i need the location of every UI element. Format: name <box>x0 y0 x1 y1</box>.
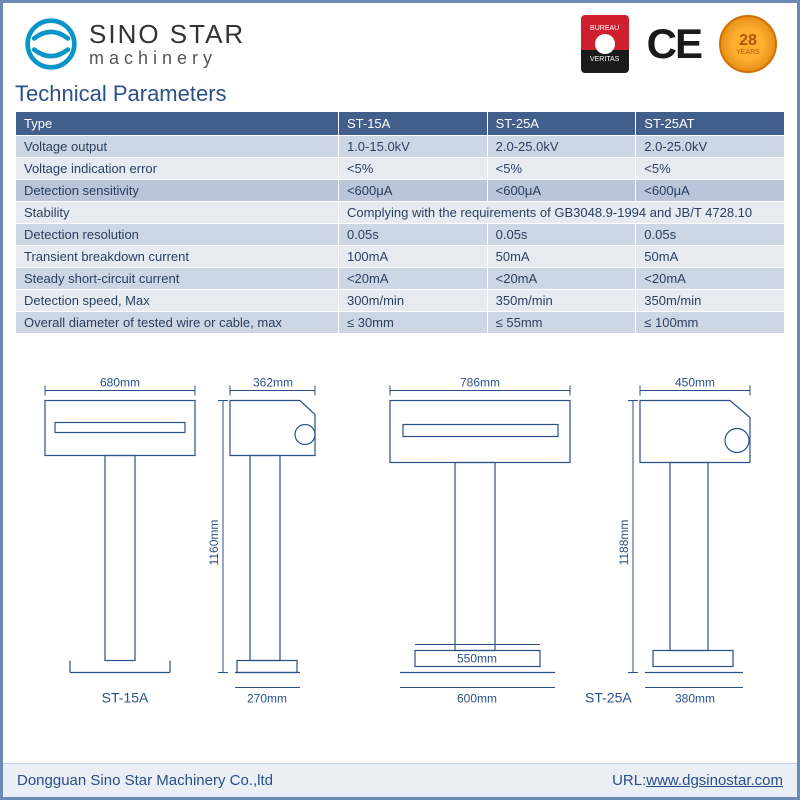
col-type: Type <box>16 112 339 136</box>
row-value: <20mA <box>487 268 636 290</box>
dim-270: 270mm <box>247 692 287 706</box>
row-label: Stability <box>16 202 339 224</box>
row-value: <600μA <box>636 180 785 202</box>
table-row: Overall diameter of tested wire or cable… <box>16 312 785 334</box>
table-row: Transient breakdown current100mA50mA50mA <box>16 246 785 268</box>
row-value: 0.05s <box>636 224 785 246</box>
ce-mark-icon: CE <box>647 20 701 68</box>
datasheet-page: SINO STAR machinery BUREAU VERITAS CE 28… <box>0 0 800 800</box>
row-value: <600μA <box>487 180 636 202</box>
brand-logo-icon <box>23 16 79 72</box>
table-header-row: Type ST-15A ST-25A ST-25AT <box>16 112 785 136</box>
table-row: StabilityComplying with the requirements… <box>16 202 785 224</box>
row-label: Overall diameter of tested wire or cable… <box>16 312 339 334</box>
row-value: <5% <box>487 158 636 180</box>
row-value: <5% <box>636 158 785 180</box>
row-value: ≤ 55mm <box>487 312 636 334</box>
row-span-value: Complying with the requirements of GB304… <box>338 202 784 224</box>
row-value: ≤ 30mm <box>338 312 487 334</box>
table-row: Detection speed, Max300m/min350m/min350m… <box>16 290 785 312</box>
row-value: 0.05s <box>338 224 487 246</box>
table-row: Detection sensitivity<600μA<600μA<600μA <box>16 180 785 202</box>
dim-1160: 1160mm <box>207 520 221 566</box>
footer-url: URL:www.dgsinostar.com <box>612 772 783 789</box>
row-value: ≤ 100mm <box>636 312 785 334</box>
dim-600: 600mm <box>457 692 497 706</box>
header: SINO STAR machinery BUREAU VERITAS CE 28… <box>3 3 797 81</box>
badge-number: 28 <box>739 33 757 49</box>
table-row: Voltage output1.0-15.0kV2.0-25.0kV2.0-25… <box>16 136 785 158</box>
brand-name: SINO STAR <box>89 19 569 50</box>
dim-1188: 1188mm <box>617 520 631 566</box>
row-label: Transient breakdown current <box>16 246 339 268</box>
st15a-side: 362mm 1160mm 270mm <box>207 376 315 706</box>
row-label: Steady short-circuit current <box>16 268 339 290</box>
row-value: 0.05s <box>487 224 636 246</box>
row-value: 1.0-15.0kV <box>338 136 487 158</box>
dim-380: 380mm <box>675 692 715 706</box>
table-row: Voltage indication error<5%<5%<5% <box>16 158 785 180</box>
bv-bottom-label: VERITAS <box>590 56 619 63</box>
label-st25a: ST-25A <box>585 690 632 706</box>
url-label: URL: <box>612 772 646 789</box>
col-st15a: ST-15A <box>338 112 487 136</box>
row-label: Detection sensitivity <box>16 180 339 202</box>
st25a-side: 450mm 1188mm 380mm <box>617 376 750 706</box>
row-label: Voltage output <box>16 136 339 158</box>
row-label: Detection resolution <box>16 224 339 246</box>
dimension-diagrams: 680mm 362mm <box>15 342 785 763</box>
label-st15a: ST-15A <box>102 690 149 706</box>
row-value: 350m/min <box>636 290 785 312</box>
row-label: Detection speed, Max <box>16 290 339 312</box>
row-value: <20mA <box>636 268 785 290</box>
url-value[interactable]: www.dgsinostar.com <box>646 772 783 789</box>
footer: Dongguan Sino Star Machinery Co.,ltd URL… <box>3 763 797 797</box>
row-value: 300m/min <box>338 290 487 312</box>
company-name: Dongguan Sino Star Machinery Co.,ltd <box>17 772 273 789</box>
col-st25a: ST-25A <box>487 112 636 136</box>
parameters-table: Type ST-15A ST-25A ST-25AT Voltage outpu… <box>15 111 785 334</box>
dim-680: 680mm <box>100 376 140 390</box>
dim-786: 786mm <box>460 376 500 390</box>
row-value: <20mA <box>338 268 487 290</box>
badge-years-label: YEARS <box>736 49 760 56</box>
row-value: 50mA <box>487 246 636 268</box>
brand-subtitle: machinery <box>89 48 569 69</box>
row-label: Voltage indication error <box>16 158 339 180</box>
col-st25at: ST-25AT <box>636 112 785 136</box>
row-value: 350m/min <box>487 290 636 312</box>
certifications: BUREAU VERITAS CE 28 YEARS <box>581 15 777 73</box>
years-badge-icon: 28 YEARS <box>719 15 777 73</box>
st25a-front: 786mm 550mm 600mm <box>390 376 570 706</box>
bureau-veritas-icon: BUREAU VERITAS <box>581 15 629 73</box>
row-value: 50mA <box>636 246 785 268</box>
row-value: <600μA <box>338 180 487 202</box>
bv-top-label: BUREAU <box>590 25 619 32</box>
table-row: Steady short-circuit current<20mA<20mA<2… <box>16 268 785 290</box>
dim-450: 450mm <box>675 376 715 390</box>
brand-text: SINO STAR machinery <box>89 19 569 69</box>
st15a-front: 680mm <box>45 376 195 673</box>
table-row: Detection resolution0.05s0.05s0.05s <box>16 224 785 246</box>
dim-550: 550mm <box>457 652 497 666</box>
row-value: 2.0-25.0kV <box>487 136 636 158</box>
row-value: 2.0-25.0kV <box>636 136 785 158</box>
diagrams-svg: 680mm 362mm <box>15 342 785 763</box>
row-value: <5% <box>338 158 487 180</box>
row-value: 100mA <box>338 246 487 268</box>
section-title: Technical Parameters <box>3 81 797 111</box>
dim-362: 362mm <box>253 376 293 390</box>
